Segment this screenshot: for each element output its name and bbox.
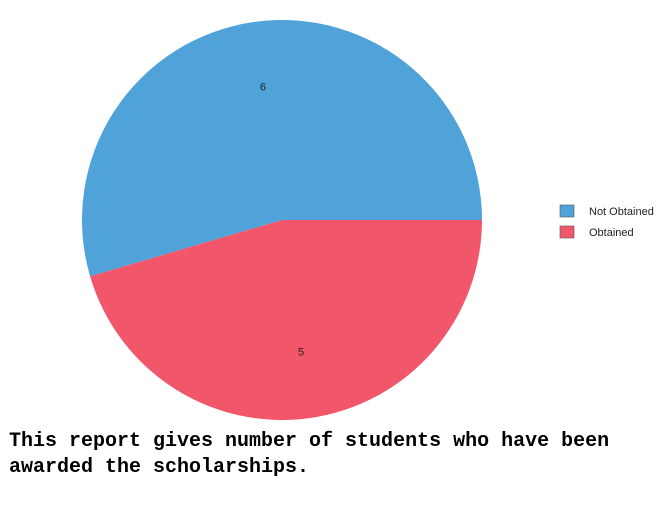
legend-label-obtained: Obtained <box>589 227 634 239</box>
legend-swatch-not-obtained <box>559 204 575 218</box>
pie-slice-not-obtained <box>81 19 483 277</box>
pie-data-labels: 65 <box>260 81 304 358</box>
pie-data-label-obtained: 5 <box>298 347 304 359</box>
report-caption: This report gives number of students who… <box>9 430 610 479</box>
pie-slices <box>81 19 483 420</box>
legend-swatch-obtained <box>559 225 575 239</box>
legend: Not Obtained Obtained <box>559 204 654 239</box>
pie-data-label-not-obtained: 6 <box>260 81 266 93</box>
legend-label-not-obtained: Not Obtained <box>589 206 654 218</box>
pie-slice-obtained <box>90 220 482 420</box>
